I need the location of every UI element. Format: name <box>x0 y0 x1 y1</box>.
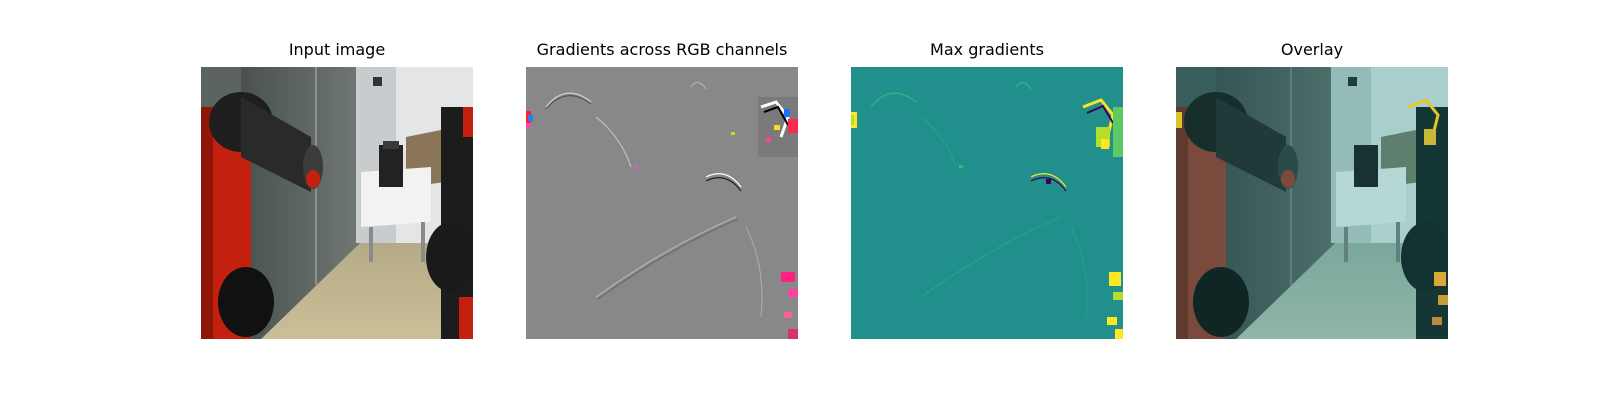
panel-title-input-image: Input image <box>288 40 386 59</box>
panel-title-overlay: Overlay <box>1280 40 1344 59</box>
robot-lab-photo <box>201 67 473 339</box>
rgb-gradient-map <box>526 67 798 339</box>
panel-title-max-gradients: Max gradients <box>930 40 1044 59</box>
gradient-overlay-photo <box>1176 67 1448 339</box>
max-gradient-heatmap <box>851 67 1123 339</box>
panel-title-rgb-gradients: Gradients across RGB channels <box>536 40 788 59</box>
